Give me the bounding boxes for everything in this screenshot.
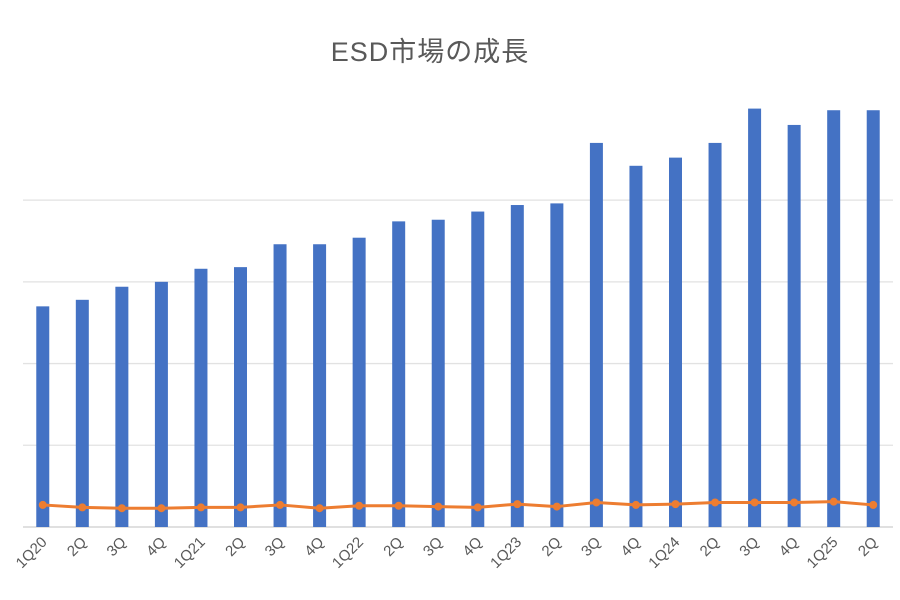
line-marker [671,500,680,509]
bar [471,211,485,528]
line-marker [315,504,324,513]
line-marker [631,500,640,509]
bar [36,306,50,527]
line-marker [355,501,364,510]
x-axis-tick-label: 1Q21 [171,534,209,572]
x-axis-tick-label: 2Q [855,534,881,560]
x-axis-tick-label: 3Q [104,534,130,560]
line-marker [750,498,759,507]
x-axis-tick-label: 1Q22 [329,534,367,572]
bar [352,237,366,528]
bar [154,281,168,527]
line-marker [394,501,403,510]
line-marker [869,500,878,509]
line-marker [157,504,166,513]
x-axis-tick-label: 3Q [420,534,446,560]
bar [392,221,406,528]
line-series [41,500,875,510]
line-marker [711,498,720,507]
x-axis-tick-label: 2Q [64,534,90,560]
bar [115,286,129,527]
bar [550,203,564,527]
bar [273,244,287,528]
line-marker [434,502,443,511]
bar [234,267,247,527]
bar [629,165,643,527]
line-marker [473,503,482,512]
x-axis-tick-label: 2Q [539,534,565,560]
bar [787,124,801,528]
x-axis-tick-label: 2Q [380,534,406,560]
chart-title: ESD市場の成長 [330,37,530,67]
line-marker [236,503,245,512]
x-axis-tick-label: 4Q [776,534,802,560]
x-axis-tick-label: 4Q [618,534,644,560]
line-marker [38,500,47,509]
x-axis-tick-label: 2Q [697,534,723,560]
bar [75,299,89,527]
x-axis-tick-label: 1Q23 [487,534,525,572]
bar [708,142,722,527]
x-axis-tick-label: 4Q [143,534,169,560]
line-marker [117,504,126,513]
x-axis-tick-label: 1Q24 [645,534,683,572]
x-axis-tick-label: 3Q [736,534,762,560]
bar [313,244,327,528]
bar [748,108,762,527]
x-axis-tick-label: 4Q [301,534,327,560]
x-axis-tick-label: 1Q20 [13,534,51,572]
x-axis-tick-label: 2Q [222,534,248,560]
bar [827,110,841,527]
line-marker [829,497,838,506]
x-axis-tick-label: 3Q [578,534,604,560]
line-marker [276,500,285,509]
line-marker [196,503,205,512]
x-axis-tick-label: 1Q25 [804,534,842,572]
bar [431,219,445,528]
line-marker [78,503,87,512]
line-marker [790,498,799,507]
bar [589,142,603,527]
line-marker [592,498,601,507]
line-marker [552,502,561,511]
line-marker [513,500,522,509]
x-axis-tick-label: 4Q [459,534,485,560]
bar [866,110,880,527]
bar [669,157,682,527]
bar [194,268,208,527]
x-axis-tick-label: 3Q [262,534,288,560]
bar [510,205,524,527]
